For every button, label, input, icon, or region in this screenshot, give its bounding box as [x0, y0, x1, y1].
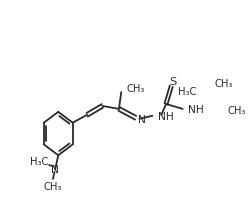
- Text: NH: NH: [158, 111, 173, 121]
- Text: S: S: [169, 77, 176, 87]
- Text: NH: NH: [188, 104, 204, 114]
- Text: CH₃: CH₃: [215, 79, 233, 89]
- Text: N: N: [51, 164, 59, 174]
- Text: N: N: [138, 114, 146, 124]
- Text: CH₃: CH₃: [126, 84, 145, 94]
- Text: H₃C: H₃C: [178, 87, 196, 97]
- Text: CH₃: CH₃: [227, 105, 246, 115]
- Text: CH₃: CH₃: [44, 181, 62, 191]
- Text: H₃C: H₃C: [30, 156, 49, 166]
